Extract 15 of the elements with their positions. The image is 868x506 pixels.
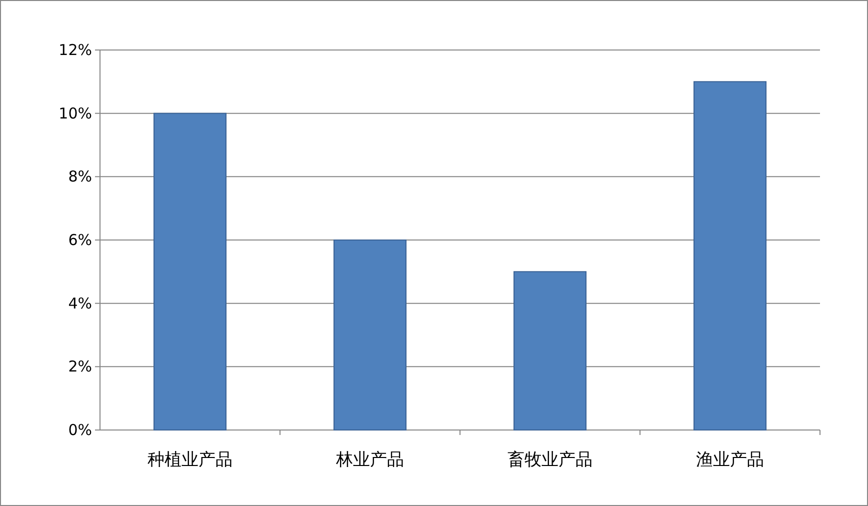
x-tick-label: 林业产品 bbox=[335, 450, 404, 470]
y-tick-label: 2% bbox=[68, 358, 92, 376]
bar bbox=[694, 81, 766, 430]
bar bbox=[334, 240, 406, 430]
y-tick-label: 6% bbox=[68, 231, 92, 249]
y-tick-label: 12% bbox=[58, 41, 92, 59]
bar bbox=[154, 112, 226, 430]
y-tick-label: 0% bbox=[68, 421, 92, 439]
x-tick-label: 畜牧业产品 bbox=[508, 450, 592, 470]
x-tick-label: 种植业产品 bbox=[148, 450, 232, 470]
y-tick-label: 4% bbox=[68, 294, 92, 312]
bar bbox=[514, 271, 586, 430]
y-tick-label: 8% bbox=[68, 168, 92, 186]
y-tick-label: 10% bbox=[58, 104, 92, 122]
x-tick-label: 渔业产品 bbox=[696, 450, 764, 470]
